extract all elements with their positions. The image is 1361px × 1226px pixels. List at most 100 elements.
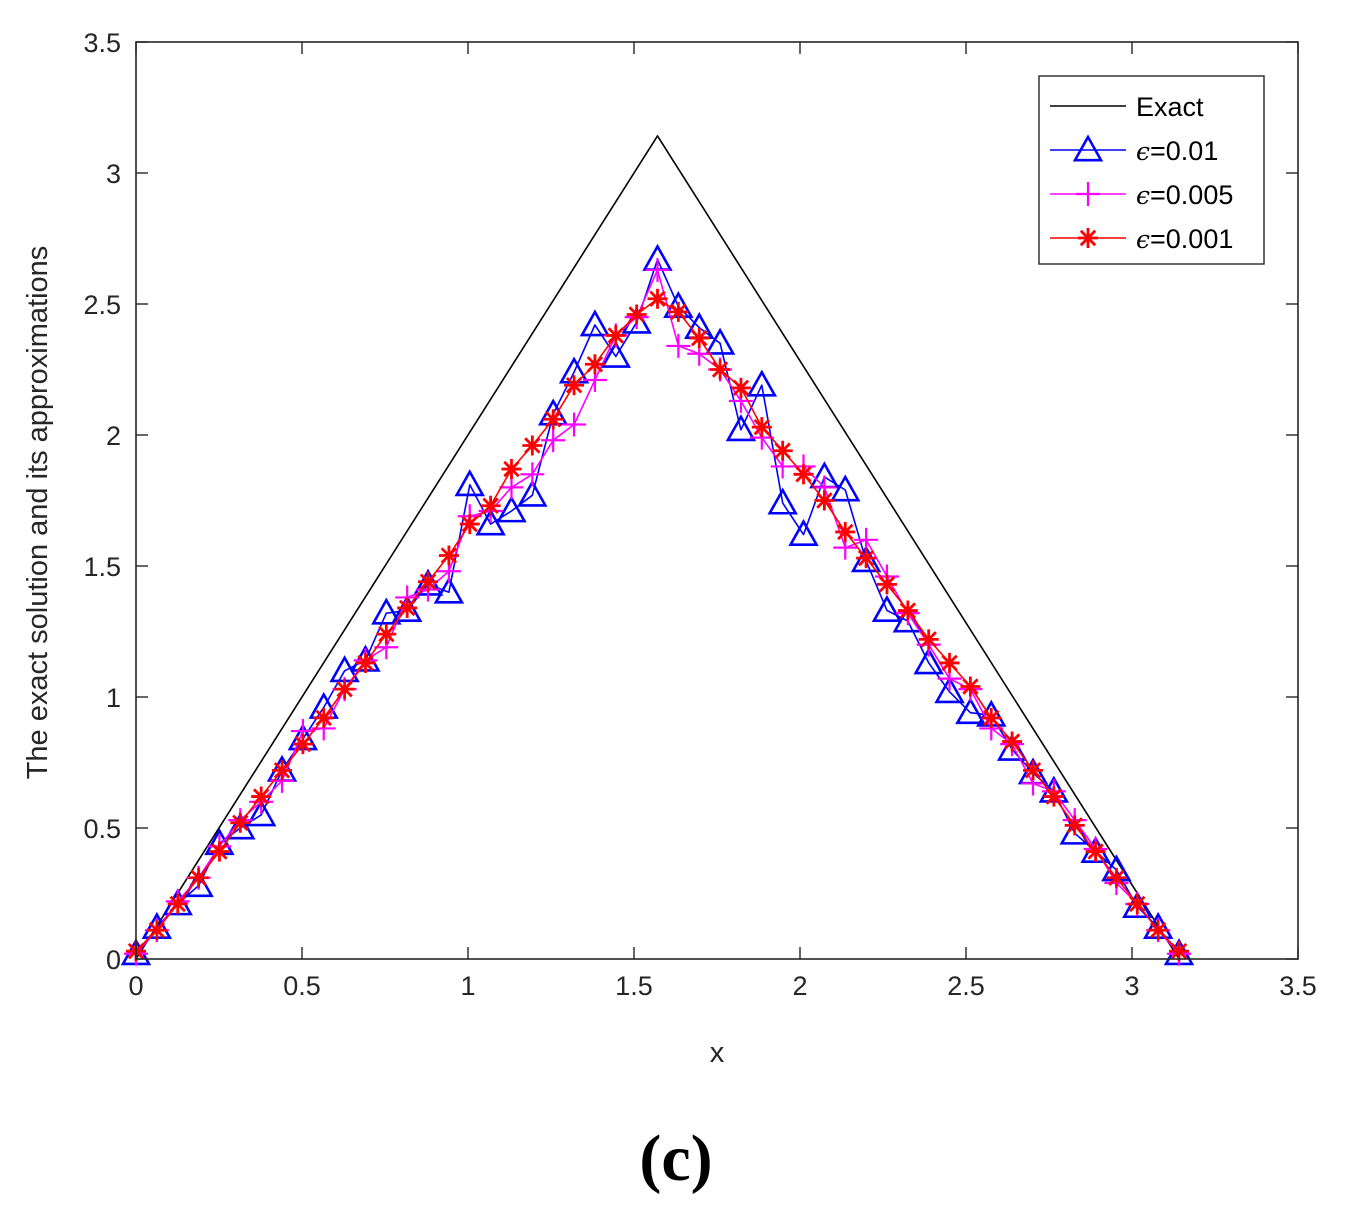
data-point-eps-0-001 — [209, 841, 230, 862]
series-exact — [135, 135, 1180, 960]
legend-marker-eps-0-001 — [1078, 228, 1098, 248]
data-point-eps-0-001 — [710, 359, 731, 380]
data-point-eps-0-001-d2 — [670, 303, 687, 321]
data-point-eps-0-005 — [520, 462, 545, 487]
data-point-eps-0-001-d2 — [983, 709, 1000, 727]
legend-item-exact: Exact — [1050, 92, 1204, 122]
data-point-eps-0-001-d2 — [586, 356, 604, 373]
legend-items: Exact ϵ=0.01 ϵ=0.005 ϵ=0.001 — [1050, 92, 1233, 254]
data-point-eps-0-01 — [454, 469, 485, 497]
data-point-eps-0-001-d2 — [837, 523, 854, 541]
data-point-eps-0-01 — [913, 647, 944, 675]
data-point-eps-0-001 — [1022, 760, 1043, 781]
data-point-eps-0-001 — [939, 652, 960, 673]
data-point-eps-0-001 — [459, 514, 480, 535]
data-point-eps-0-01 — [433, 576, 465, 604]
data-point-eps-0-01 — [871, 594, 903, 622]
data-point-eps-0-001 — [313, 707, 334, 728]
data-point-eps-0-01 — [746, 369, 778, 397]
data-point-eps-0-001 — [334, 679, 355, 700]
ticks-layer: 0 0.5 1 1.5 2 2.5 3 3.5 0 0.5 1 1.5 2 2.5 3 3.5 — [83, 28, 1316, 1001]
data-point-eps-0-001 — [1127, 893, 1148, 914]
data-point-eps-0-001 — [438, 545, 459, 566]
data-point-eps-0-001-d2 — [941, 654, 958, 672]
data-point-eps-0-001 — [501, 459, 522, 480]
data-point-eps-0-001 — [605, 325, 626, 346]
legend-label-eps-0-01: ϵ=0.01 — [1136, 136, 1218, 166]
data-point-eps-0-01 — [371, 597, 402, 625]
data-point-eps-0-005 — [645, 257, 670, 282]
x-tick-label: 1.5 — [615, 971, 653, 1001]
data-point-eps-0-001 — [584, 354, 605, 375]
data-point-eps-0-01 — [767, 487, 798, 515]
data-point-eps-0-001-d2 — [1087, 843, 1104, 860]
data-point-eps-0-001-d2 — [711, 361, 729, 378]
data-point-eps-0-005 — [666, 333, 691, 358]
data-point-eps-0-001-d2 — [732, 379, 750, 397]
x-tick-label: 2.5 — [947, 971, 985, 1001]
data-point-eps-0-01 — [955, 697, 986, 725]
data-point-eps-0-001 — [251, 786, 272, 807]
data-point-eps-0-001-d2 — [962, 678, 979, 695]
data-point-eps-0-001 — [918, 629, 939, 650]
data-point-eps-0-01 — [225, 812, 256, 840]
legend-item-eps-0-005: ϵ=0.005 — [1050, 180, 1233, 210]
legend-label-exact: Exact — [1136, 92, 1204, 122]
data-point-eps-0-001 — [1148, 920, 1169, 941]
data-point-eps-0-001 — [814, 490, 835, 511]
data-point-eps-0-001-d2 — [774, 442, 791, 459]
data-point-eps-0-01 — [934, 676, 965, 704]
data-point-eps-0-001-d2 — [1024, 762, 1042, 779]
data-point-eps-0-001-d2 — [211, 843, 228, 860]
x-axis-label: x — [710, 1037, 725, 1069]
data-point-eps-0-001-d2 — [440, 547, 458, 564]
data-point-eps-0-001 — [981, 707, 1002, 728]
data-point-eps-0-001-d2 — [899, 602, 917, 619]
x-tick-label: 3 — [1124, 971, 1139, 1001]
data-point-eps-0-001-d2 — [1149, 921, 1167, 939]
data-point-eps-0-001-d2 — [649, 290, 666, 307]
data-point-eps-0-001-d2 — [232, 814, 249, 831]
data-point-eps-0-005 — [499, 475, 524, 500]
legend-marker-eps-0-01 — [1072, 134, 1104, 162]
data-point-eps-0-001 — [1106, 867, 1127, 888]
y-axis-label: The exact solution and its approximation… — [22, 246, 54, 780]
y-tick-label: 1 — [106, 683, 121, 713]
y-tick-label: 0 — [106, 945, 121, 975]
data-point-eps-0-001-d2 — [503, 460, 520, 478]
data-point-eps-0-001 — [355, 652, 376, 673]
axes-box — [135, 41, 1299, 960]
data-point-eps-0-001 — [835, 521, 856, 542]
y-tick-label: 2 — [106, 421, 121, 451]
data-point-eps-0-001 — [1002, 731, 1023, 752]
data-point-eps-0-01 — [600, 340, 631, 368]
data-point-eps-0-001-d2 — [795, 466, 812, 483]
data-point-eps-0-001 — [772, 440, 793, 461]
panel-label: (c) — [639, 1122, 712, 1195]
data-point-eps-0-001 — [793, 464, 814, 485]
data-point-eps-0-001-d2 — [336, 680, 353, 698]
data-point-eps-0-001 — [167, 893, 188, 914]
data-point-eps-0-001-d2 — [1129, 895, 1146, 913]
data-point-eps-0-01 — [704, 327, 736, 355]
data-point-eps-0-001-d2 — [524, 437, 541, 454]
data-point-eps-0-001-d2 — [419, 573, 437, 590]
series-line-exact — [135, 135, 1180, 960]
data-point-eps-0-001-d2 — [691, 329, 708, 347]
data-point-eps-0-001-d2 — [252, 788, 270, 805]
data-point-eps-0-01 — [245, 799, 277, 827]
series-layer — [120, 135, 1195, 966]
data-point-eps-0-001-d2 — [461, 515, 478, 533]
data-point-eps-0-001-d2 — [816, 492, 833, 509]
data-point-eps-0-001 — [730, 377, 751, 398]
data-point-eps-0-001 — [897, 600, 918, 621]
legend-label-eps-0-001: ϵ=0.001 — [1136, 224, 1233, 254]
x-tick-label: 2 — [792, 971, 807, 1001]
data-point-eps-0-01 — [579, 309, 611, 337]
data-point-eps-0-001 — [272, 760, 293, 781]
data-point-eps-0-01 — [788, 518, 819, 547]
data-point-eps-0-001 — [876, 574, 897, 595]
data-point-eps-0-001-d2 — [148, 921, 166, 939]
data-point-eps-0-001-d2 — [357, 654, 374, 672]
